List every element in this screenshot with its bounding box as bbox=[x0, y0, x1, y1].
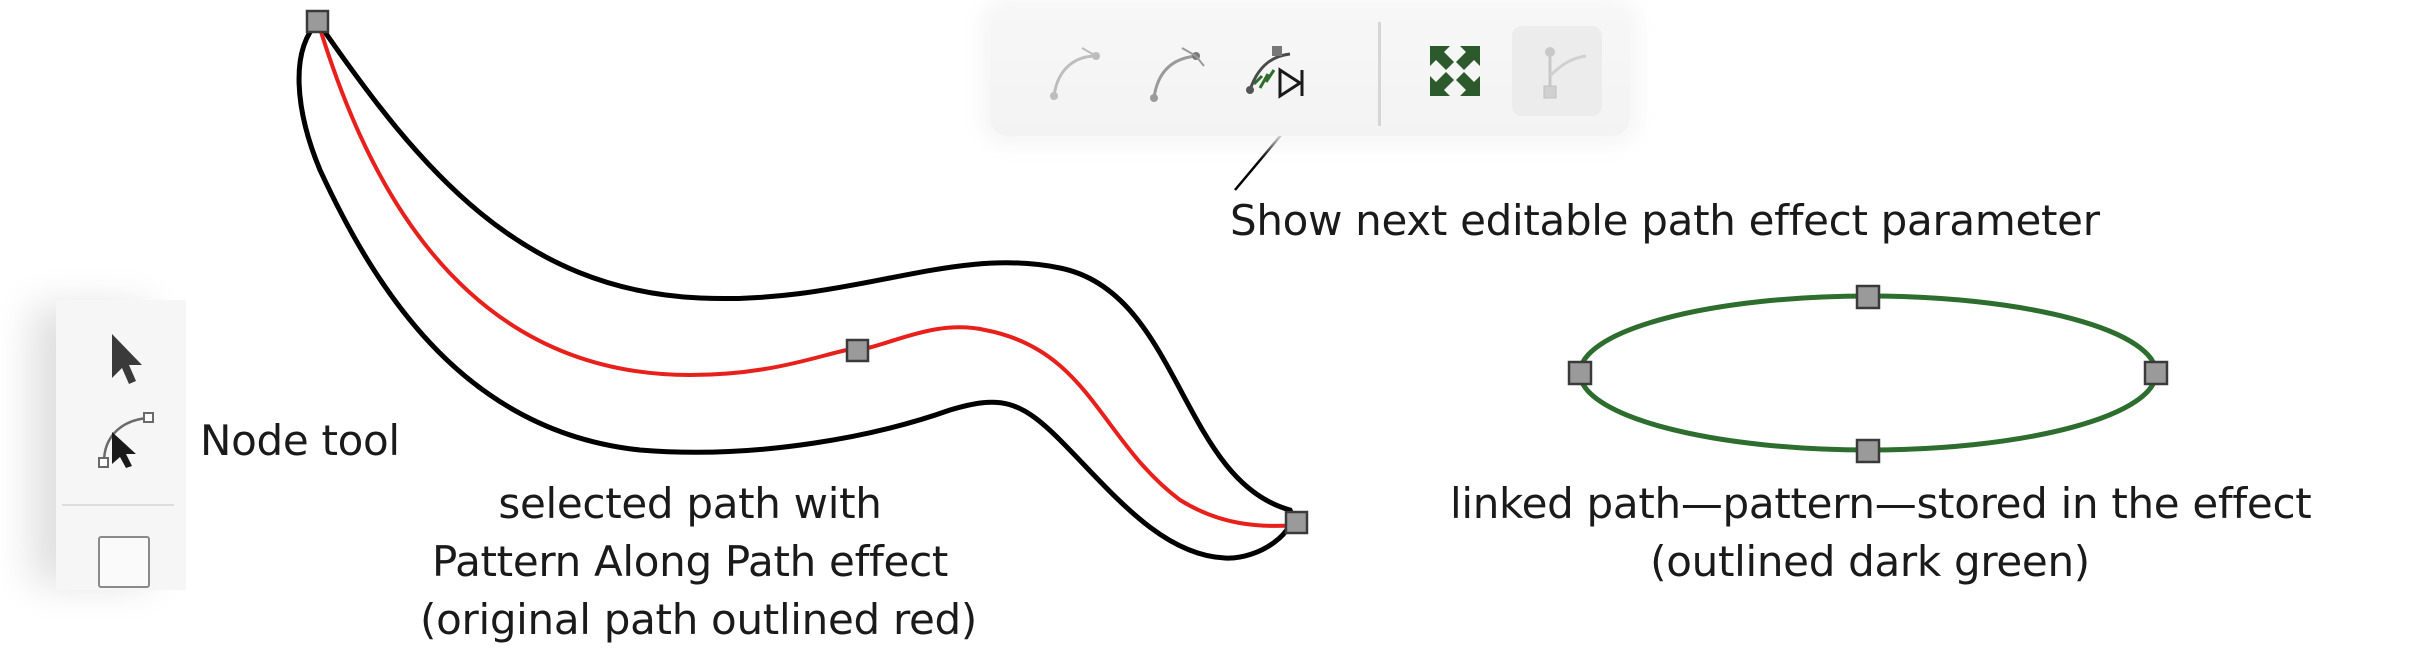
handle-icon bbox=[1543, 47, 1587, 99]
ellipse-node-top[interactable] bbox=[1855, 284, 1881, 310]
rectangle-tool[interactable] bbox=[98, 536, 150, 588]
linked-path-caption-line2: (outlined dark green) bbox=[1650, 537, 2090, 586]
path-node-end[interactable] bbox=[1284, 510, 1309, 535]
next-path-effect-parameter-button[interactable] bbox=[1228, 26, 1318, 116]
selector-tool[interactable] bbox=[82, 318, 162, 398]
arrow-pointer-icon bbox=[112, 334, 142, 384]
linked-pattern-path[interactable] bbox=[1577, 293, 2159, 453]
selected-path-caption-line2: Pattern Along Path effect bbox=[431, 537, 949, 586]
toolbox bbox=[56, 300, 186, 590]
node-tool-label: Node tool bbox=[200, 416, 400, 465]
handle-tool-button[interactable] bbox=[1512, 26, 1602, 116]
selected-path-caption-line3: (original path outlined red) bbox=[420, 595, 977, 644]
next-lpe-parameter-icon bbox=[1246, 46, 1304, 99]
ellipse-node-bottom[interactable] bbox=[1855, 438, 1881, 464]
path-effect-toolbar bbox=[990, 8, 1630, 136]
original-path[interactable] bbox=[316, 21, 1298, 528]
pattern-along-path-outline[interactable] bbox=[296, 18, 1295, 561]
zoom-fit-button[interactable] bbox=[1410, 26, 1500, 116]
selected-path-caption-line1: selected path with bbox=[498, 479, 882, 528]
ellipse-node-left[interactable] bbox=[1567, 360, 1593, 386]
path-effect-button-1[interactable] bbox=[1030, 26, 1120, 116]
tooltip-callout-label: Show next editable path effect parameter bbox=[1230, 196, 2100, 245]
zoom-fit-icon bbox=[1430, 46, 1480, 96]
path-node-start[interactable] bbox=[305, 9, 330, 34]
ellipse-node-right[interactable] bbox=[2143, 360, 2169, 386]
toolbar-separator bbox=[1378, 22, 1381, 126]
bezier-curve-node-icon bbox=[1150, 47, 1205, 102]
bezier-curve-icon bbox=[1050, 47, 1100, 100]
toolbox-separator bbox=[62, 504, 174, 506]
linked-path-caption-line1: linked path—pattern—stored in the effect bbox=[1450, 479, 2312, 528]
path-node-middle[interactable] bbox=[845, 338, 870, 363]
path-effect-button-2[interactable] bbox=[1130, 26, 1220, 116]
node-tool-icon bbox=[98, 412, 154, 468]
node-tool[interactable] bbox=[82, 400, 162, 480]
